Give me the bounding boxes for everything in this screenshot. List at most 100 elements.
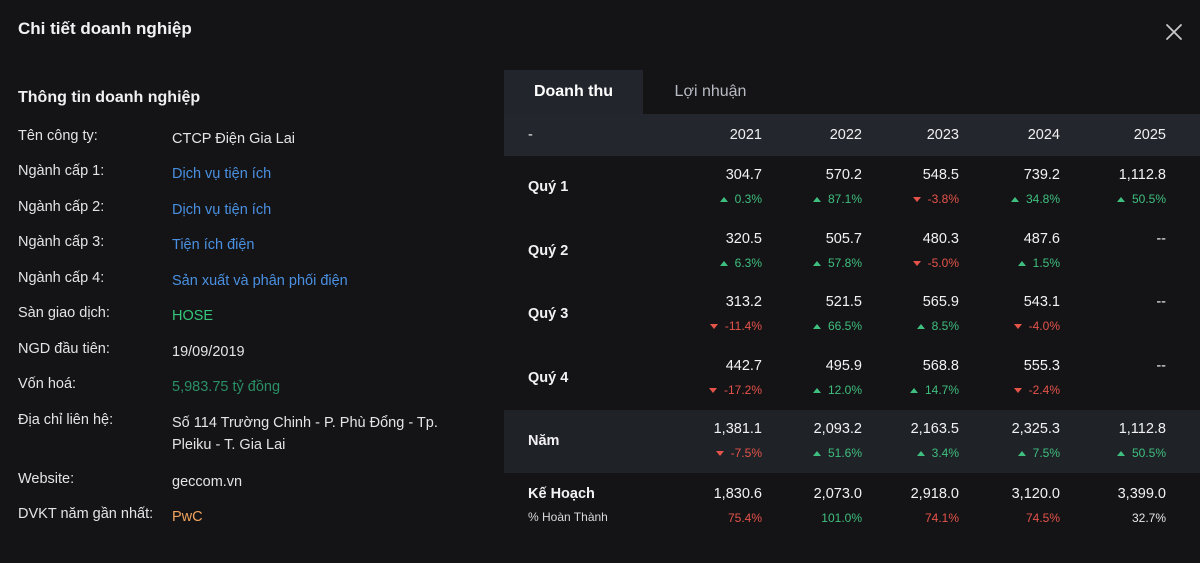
arrow-up-icon [812,324,821,329]
growth-change: 50.5% [1116,192,1166,206]
growth-percent: -2.4% [1028,383,1060,397]
growth-percent: 8.5% [931,319,959,333]
table-cell: 521.5 66.5% [772,283,862,346]
year-header: 2023 [926,127,959,143]
growth-percent: 57.8% [827,256,862,270]
growth-change: 14.7% [909,383,959,397]
table-header: - 2021 2022 2023 2024 2025 [504,114,1200,156]
growth-change: 6.3% [719,256,762,270]
table-cell: 2,325.3 7.5% [970,410,1060,473]
growth-percent: -4.0% [1028,319,1060,333]
plan-cell: 1,830.6 75.4% [672,473,762,533]
plan-cell: 2,073.0 101.0% [772,473,862,533]
table-cell: 543.1 -4.0% [970,283,1060,346]
revenue-value: 543.1 [1023,294,1060,310]
arrow-up-icon [1010,197,1019,202]
growth-change: 1.5% [1017,256,1060,270]
market-cap-value: 5,983.75 tỷ đồng [172,379,281,395]
revenue-value: 487.6 [1023,231,1060,247]
table-cell: 555.3 -2.4% [970,347,1060,410]
revenue-value: 480.3 [922,231,959,247]
info-label: Tên công ty: [18,128,98,144]
completion-percent: 75.4% [727,511,762,525]
arrow-up-icon [1017,261,1026,266]
table-row: Quý 4 442.7 -17.2% 495.9 12.0% 568.8 14.7% 555.… [504,347,1200,410]
table-cell: 320.5 6.3% [672,220,762,283]
revenue-value: -- [1156,358,1166,374]
industry-level-3-link[interactable]: Tiện ích điện [172,237,255,253]
growth-percent: -11.4% [724,319,762,333]
row-label: Quý 3 [528,306,569,322]
arrow-down-icon [912,197,921,202]
first-trading-day-value: 19/09/2019 [172,344,245,360]
plan-row: Kế Hoạch % Hoàn Thành 1,830.6 75.4% 2,073.… [504,473,1200,533]
row-label: Quý 2 [528,243,569,259]
growth-percent: 6.3% [734,256,762,270]
arrow-up-icon [1116,197,1125,202]
plan-value: 2,918.0 [910,486,959,502]
completion-label: % Hoàn Thành [528,510,608,524]
exchange-value: HOSE [172,308,214,324]
growth-percent: 66.5% [827,319,862,333]
revenue-value: 495.9 [825,358,862,374]
arrow-down-icon [708,388,717,393]
arrow-down-icon [715,451,724,456]
table-row: Quý 2 320.5 6.3% 505.7 57.8% 480.3 -5.0% 487.6 1… [504,220,1200,283]
row-label: Quý 4 [528,370,569,386]
growth-change: -7.5% [715,446,762,460]
growth-percent: 1.5% [1032,256,1060,270]
financial-panel: Doanh thu Lợi nhuận - 2021 2022 2023 202… [504,70,1200,563]
completion-percent: 74.1% [924,511,959,525]
arrow-up-icon [719,261,728,266]
growth-percent: -17.2% [723,383,762,397]
table-cell: 1,112.8 50.5% [1076,410,1166,473]
growth-change: -5.0% [912,256,959,270]
arrow-up-icon [812,388,821,393]
info-label: Ngành cấp 2: [18,199,105,215]
revenue-value: 548.5 [922,167,959,183]
growth-change: 50.5% [1116,446,1166,460]
plan-cell: 2,918.0 74.1% [869,473,959,533]
revenue-value: 1,112.8 [1118,421,1166,437]
industry-level-2-link[interactable]: Dịch vụ tiện ích [172,202,272,218]
address-value: Số 114 Trường Chinh - P. Phù Đổng - Tp. … [172,415,438,453]
plan-cell: 3,120.0 74.5% [970,473,1060,533]
revenue-value: 565.9 [922,294,959,310]
table-cell: 442.7 -17.2% [672,347,762,410]
revenue-value: 304.7 [725,167,762,183]
info-label: Ngành cấp 4: [18,270,105,286]
info-label: Website: [18,471,75,487]
growth-change: -2.4% [1013,383,1060,397]
revenue-value: 313.2 [725,294,762,310]
table-row: Năm 1,381.1 -7.5% 2,093.2 51.6% 2,163.5 3.4% 2,… [504,410,1200,473]
plan-value: 3,399.0 [1117,486,1166,502]
tab-revenue[interactable]: Doanh thu [504,70,643,114]
growth-percent: 34.8% [1025,192,1060,206]
revenue-value: 739.2 [1023,167,1060,183]
arrow-up-icon [909,388,918,393]
growth-percent: -7.5% [730,446,762,460]
growth-change: 0.3% [719,192,762,206]
industry-level-1-link[interactable]: Dịch vụ tiện ích [172,166,272,182]
close-button[interactable] [1162,20,1186,44]
info-label: Địa chỉ liên hệ: [18,412,114,428]
info-label: Sàn giao dịch: [18,305,110,321]
plan-label: Kế Hoạch [528,486,595,502]
website-value[interactable]: geccom.vn [172,474,243,490]
growth-change: 87.1% [812,192,862,206]
modal-title: Chi tiết doanh nghiệp [18,19,192,38]
arrow-down-icon [709,324,718,329]
company-name-value: CTCP Điện Gia Lai [172,131,296,147]
close-icon [1166,24,1182,40]
arrow-up-icon [916,324,925,329]
info-label: NGD đầu tiên: [18,341,110,357]
info-section-title: Thông tin doanh nghiệp [18,89,201,106]
table-cell: 313.2 -11.4% [672,283,762,346]
tab-profit[interactable]: Lợi nhuận [674,83,747,100]
row-label: Quý 1 [528,179,569,195]
year-header: 2021 [729,127,762,143]
table-row: Quý 1 304.7 0.3% 570.2 87.1% 548.5 -3.8% 739.2 3… [504,156,1200,219]
revenue-value: 505.7 [825,231,862,247]
growth-change: -11.4% [709,319,762,333]
industry-level-4-link[interactable]: Sản xuất và phân phối điện [172,273,348,289]
